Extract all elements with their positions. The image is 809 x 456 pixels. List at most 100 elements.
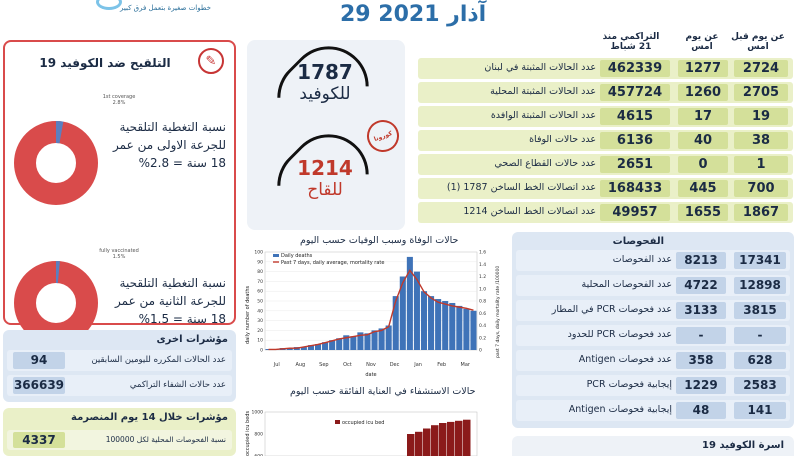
- row-label: عدد فحوصات PCR للحدود: [567, 329, 672, 340]
- yesterday-value: 1260: [678, 84, 728, 101]
- bar-daily-deaths: [399, 276, 406, 350]
- mortality-rate-line: [268, 269, 474, 351]
- icu-chart-title: حالات الاستشفاء في العناية الفائقة حسب ا…: [290, 386, 476, 397]
- bar-daily-deaths: [442, 301, 449, 350]
- bar-daily-deaths: [449, 302, 456, 350]
- bar-icu-beds: [415, 431, 423, 456]
- bar-daily-deaths: [364, 333, 371, 350]
- yesterday-value: -: [676, 327, 726, 344]
- column-header-day-before: عن يوم قبل امس: [731, 32, 785, 52]
- row-label: عدد الفحوصات المحلية: [581, 279, 672, 290]
- y-tick-left: 20: [257, 328, 263, 334]
- yesterday-value: 8213: [676, 252, 726, 269]
- logo-text: خطوات صغيرة بتعمل فرق كبير: [120, 4, 211, 12]
- row-label: عدد حالات القطاع الصحي: [494, 158, 596, 169]
- dose2-coverage-text: نسبة التغطية التلقحية للجرعة الثانية من …: [115, 276, 226, 326]
- x-tick-month: Jan: [413, 362, 422, 368]
- dose1-donut: [14, 121, 98, 205]
- icu-y-axis-label: occupied icu beds: [245, 411, 251, 456]
- table-row: 8213 17341 عدد الفحوصات: [516, 250, 790, 271]
- y-tick-right: 0.4: [479, 323, 486, 329]
- syringe-icon: ✎: [198, 48, 224, 74]
- bar-icu-beds: [455, 420, 463, 456]
- bar-daily-deaths: [314, 344, 322, 350]
- y-tick-right: 0.6: [479, 311, 486, 317]
- x-tick-month: Mar: [461, 362, 471, 368]
- row-label: عدد الحالات المثبتة الوافدة: [490, 110, 596, 121]
- x-tick-month: Nov: [366, 362, 376, 368]
- bar-icu-beds: [407, 434, 415, 456]
- y-tick-right: 0.8: [479, 299, 486, 305]
- bar-daily-deaths: [307, 345, 314, 350]
- bar-daily-deaths: [265, 349, 272, 350]
- day-before-value: 1: [734, 156, 788, 173]
- day-before-value: 38: [734, 132, 788, 149]
- day-before-value: 12898: [734, 277, 786, 294]
- bar-icu-beds: [431, 425, 439, 456]
- row-label: عدد اتصالات الخط الساخن 1787 (1): [446, 182, 596, 193]
- table-row: 462339 1277 2724 عدد الحالات المثبتة في …: [418, 58, 793, 79]
- bar-daily-deaths: [392, 296, 399, 350]
- other-title: مؤشرات اخرى: [156, 334, 229, 345]
- day-before-value: 19: [734, 108, 788, 125]
- bar-daily-deaths: [420, 291, 428, 350]
- bar-icu-beds: [439, 423, 447, 456]
- cumulative-value: 49957: [600, 204, 670, 221]
- bar-daily-deaths: [329, 340, 336, 350]
- icu-y-tick: 1000: [252, 410, 264, 416]
- column-header-yesterday: عن يوم امس: [685, 32, 719, 52]
- row-label: عدد حالات الوفاة: [529, 134, 596, 145]
- indicator-value: 366639: [13, 377, 65, 394]
- fourteen-day-title: مؤشرات خلال 14 يوم المنصرمة: [71, 412, 228, 423]
- covid-hotline-number[interactable]: 1787: [297, 60, 353, 84]
- row-label: عدد فحوصات PCR في المطار: [551, 304, 672, 315]
- y-tick-left: 70: [257, 279, 263, 285]
- yesterday-value: 48: [676, 402, 726, 419]
- bar-daily-deaths: [428, 296, 435, 350]
- vaccine-hotline-label: للقاح: [307, 180, 343, 200]
- y-tick-left: 30: [257, 318, 263, 324]
- y-tick-left: 90: [257, 259, 263, 265]
- vaccine-hotline-number[interactable]: 1214: [297, 156, 353, 180]
- day-before-value: 141: [734, 402, 786, 419]
- y-tick-right: 0: [479, 348, 482, 354]
- day-before-value: 700: [734, 180, 788, 197]
- bar-icu-beds: [463, 419, 471, 456]
- dose1-slice: [14, 121, 98, 205]
- row-label: عدد فحوصات Antigen: [578, 354, 672, 365]
- x-tick-month: Aug: [295, 362, 305, 368]
- bar-daily-deaths: [286, 348, 293, 350]
- stamp-icon: كورونا: [362, 115, 404, 157]
- x-axis-label: date: [365, 372, 376, 378]
- y-tick-left: 100: [254, 250, 263, 256]
- bar-daily-deaths: [456, 305, 463, 350]
- legend-swatch-deaths: [273, 254, 279, 257]
- dose2-label: fully vaccinated 1.5%: [99, 248, 139, 260]
- legend-swatch-icu: [335, 420, 340, 424]
- y-tick-left: 10: [257, 338, 263, 344]
- y-tick-left: 0: [260, 348, 263, 354]
- y-tick-right: 0.2: [479, 335, 486, 341]
- yesterday-value: 4722: [676, 277, 726, 294]
- x-tick-month: Feb: [437, 362, 446, 368]
- deaths-chart: 0 10 20 30 40 50 60 70 80 90 100 0 0.2 0.4 0.6 0.8 1.0 1…: [245, 250, 501, 379]
- legend-deaths: Daily deaths: [281, 253, 313, 259]
- table-row: 48 141 إيجابية فحوصات Antigen: [516, 400, 790, 421]
- bar-daily-deaths: [385, 325, 392, 350]
- row-label: عدد الحالات المثبتة المحلية: [490, 86, 596, 97]
- bar-daily-deaths: [343, 335, 350, 350]
- y-tick-right: 1.0: [479, 286, 486, 292]
- x-tick-month: Jul: [273, 362, 280, 368]
- family-panel: اسرة الكوفيد 19: [512, 436, 794, 456]
- bar-daily-deaths: [435, 299, 442, 350]
- list-item: 94 عدد الحالات المكرره لليومين السابقين: [7, 350, 232, 371]
- table-row: 1229 2583 إيجابية فحوصات PCR: [516, 375, 790, 396]
- yesterday-value: 40: [678, 132, 728, 149]
- bar-daily-deaths: [322, 342, 329, 350]
- table-row: 358 628 عدد فحوصات Antigen: [516, 350, 790, 371]
- y-tick-left: 40: [257, 308, 263, 314]
- table-row: 4722 12898 عدد الفحوصات المحلية: [516, 275, 790, 296]
- bar-daily-deaths: [378, 328, 385, 350]
- family-title: اسرة الكوفيد 19: [702, 440, 784, 451]
- indicator-label: نسبة الفحوصات المحلية لكل 100000: [105, 435, 226, 444]
